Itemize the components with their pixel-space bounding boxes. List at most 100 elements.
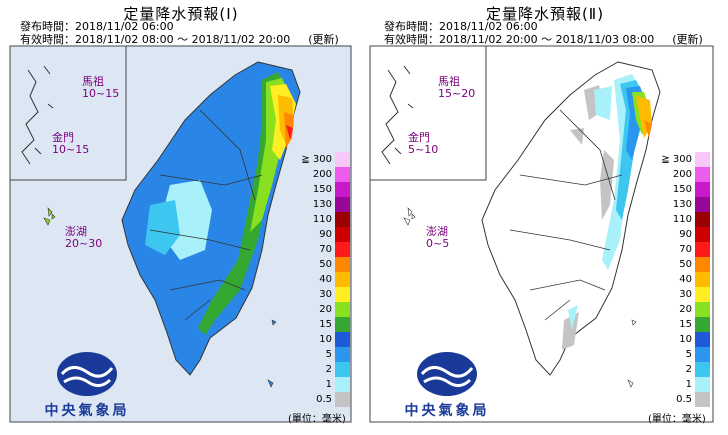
legend-item: 130 (290, 197, 352, 212)
legend-item: 30 (290, 287, 352, 302)
legend-item: 50 (650, 257, 712, 272)
island-penghu: 澎湖 20~30 (65, 225, 103, 250)
legend-item: 110 (650, 212, 712, 227)
legend-swatch (335, 302, 350, 317)
island-penghu: 澎湖 0~5 (426, 225, 450, 250)
legend-swatch (335, 167, 350, 182)
legend-swatch (335, 332, 350, 347)
legend-label: 10 (679, 334, 692, 345)
legend-item: 15 (650, 317, 712, 332)
legend-label: 130 (312, 199, 332, 210)
legend-item: 90 (650, 227, 712, 242)
legend-label: 40 (679, 274, 692, 285)
legend-label: 30 (319, 289, 332, 300)
legend-swatch (695, 362, 710, 377)
legend-swatch (695, 302, 710, 317)
legend-label: 20 (319, 304, 332, 315)
legend-label: 50 (679, 259, 692, 270)
legend-item: 110 (290, 212, 352, 227)
legend-item: ≧ 300 (650, 152, 712, 167)
legend-item: 90 (290, 227, 352, 242)
legend-swatch (695, 212, 710, 227)
rain-area-2mm (145, 200, 180, 255)
legend-label: 1 (685, 379, 692, 390)
legend-item: 20 (650, 302, 712, 317)
legend-swatch (335, 152, 350, 167)
island-kinmen: 金門 10~15 (52, 131, 90, 156)
legend-swatch (695, 392, 710, 407)
legend-swatch (335, 362, 350, 377)
legend-swatch (335, 317, 350, 332)
cwb-logo: 中央氣象局 (402, 350, 492, 420)
legend-swatch (695, 152, 710, 167)
legend-label: 110 (672, 214, 692, 225)
china-coast (381, 65, 414, 165)
legend-label: 15 (679, 319, 692, 330)
southeast-islets (627, 319, 637, 388)
legend-item: 1 (650, 377, 712, 392)
legend-swatch (695, 257, 710, 272)
legend-swatch (335, 287, 350, 302)
legend-swatch (695, 272, 710, 287)
county-borders (149, 109, 263, 321)
unit-label: (單位：毫米) (648, 414, 706, 425)
legend-label: 150 (312, 184, 332, 195)
legend-swatch (695, 182, 710, 197)
issued-time: 發布時間：2018/11/02 06:00 (384, 20, 538, 33)
legend-swatch (335, 377, 350, 392)
valid-time: 有效時間：2018/11/02 08:00 ～ 2018/11/02 20:00… (20, 33, 339, 46)
legend-swatch (695, 242, 710, 257)
legend-label: 50 (319, 259, 332, 270)
inset-frame (10, 46, 127, 181)
legend-label: 130 (672, 199, 692, 210)
legend-item: 40 (290, 272, 352, 287)
legend-item: 200 (290, 167, 352, 182)
legend-swatch (335, 257, 350, 272)
legend-label: 5 (685, 349, 692, 360)
rain-area-0.5mm (562, 85, 614, 350)
legend-swatch (335, 347, 350, 362)
legend-item: 70 (290, 242, 352, 257)
legend-item: 0.5 (650, 392, 712, 407)
legend-label: 15 (319, 319, 332, 330)
legend-swatch (335, 227, 350, 242)
cwb-logo-emblem (57, 352, 117, 396)
legend-item: 2 (290, 362, 352, 377)
southeast-islets (267, 319, 277, 388)
island-matsu: 馬祖 15~20 (438, 75, 476, 100)
legend-swatch (695, 167, 710, 182)
legend-item: 30 (650, 287, 712, 302)
legend-item: 20 (290, 302, 352, 317)
legend-swatch (695, 287, 710, 302)
legend-item: 150 (650, 182, 712, 197)
legend-label: ≧ 300 (661, 154, 692, 165)
legend-label: 90 (679, 229, 692, 240)
legend-label: 2 (685, 364, 692, 375)
legend-label: 2 (325, 364, 332, 375)
cwb-logo: 中央氣象局 (42, 350, 132, 420)
legend-item: 40 (650, 272, 712, 287)
logo-text: 中央氣象局 (404, 403, 490, 419)
legend-item: 15 (290, 317, 352, 332)
legend-label: 0.5 (676, 394, 692, 405)
taiwan-island (481, 61, 661, 376)
legend-swatch (335, 212, 350, 227)
legend-swatch (695, 197, 710, 212)
county-borders (509, 109, 623, 321)
legend-swatch (335, 197, 350, 212)
issued-time: 發布時間：2018/11/02 06:00 (20, 20, 174, 33)
china-coast (21, 65, 54, 165)
legend-label: 150 (672, 184, 692, 195)
legend-label: 200 (312, 169, 332, 180)
legend-swatch (335, 272, 350, 287)
legend-label: 110 (312, 214, 332, 225)
legend-item: 1 (290, 377, 352, 392)
valid-time: 有效時間：2018/11/02 20:00 ～ 2018/11/03 08:00… (384, 33, 703, 46)
legend-label: 90 (319, 229, 332, 240)
cwb-logo-emblem (417, 352, 477, 396)
legend-item: 10 (290, 332, 352, 347)
legend-swatch (335, 182, 350, 197)
legend-item: 2 (650, 362, 712, 377)
penghu-islands (43, 207, 56, 226)
penghu-islands (403, 207, 416, 226)
